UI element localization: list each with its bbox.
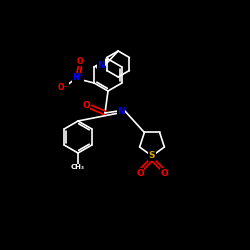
Text: S: S	[149, 152, 155, 160]
Text: N⁺: N⁺	[72, 74, 84, 82]
Text: CH₃: CH₃	[71, 164, 85, 170]
Text: O⁻: O⁻	[58, 82, 68, 92]
Text: O: O	[82, 100, 90, 110]
Text: O: O	[136, 168, 144, 177]
Text: O: O	[77, 56, 84, 66]
Text: N: N	[117, 106, 125, 116]
Text: O: O	[160, 168, 168, 177]
Text: N: N	[97, 60, 105, 70]
